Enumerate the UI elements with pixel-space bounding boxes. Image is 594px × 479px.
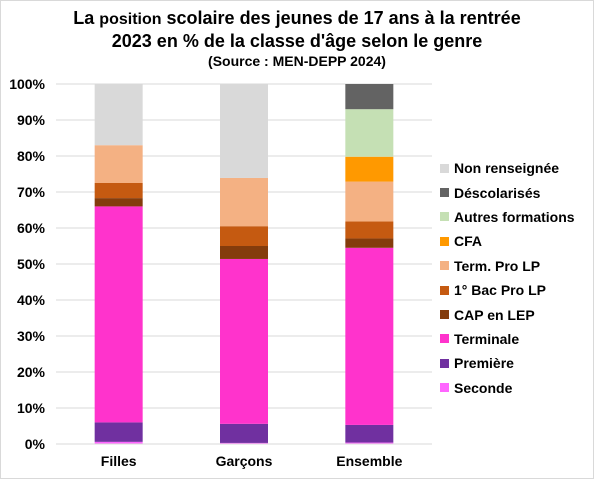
legend-label: Autres formations xyxy=(454,208,575,225)
bar-segment-terminale xyxy=(345,247,394,425)
bar-segment-non-renseign-e xyxy=(220,84,268,178)
legend-item: CAP en LEP xyxy=(440,302,590,326)
legend-swatch xyxy=(440,212,449,222)
legend-swatch xyxy=(440,236,449,246)
chart-source: (Source : MEN-DEPP 2024) xyxy=(208,53,386,69)
bar-segment-seconde xyxy=(220,442,268,444)
legend-swatch xyxy=(440,310,449,320)
bar-segment-1-bac-pro-lp xyxy=(94,183,143,199)
bar-segment-term-pro-lp xyxy=(220,177,268,227)
y-tick-label: 30% xyxy=(17,328,46,344)
legend-swatch xyxy=(440,334,449,344)
legend-swatch xyxy=(440,163,449,173)
legend-item: Seconde xyxy=(440,376,590,400)
legend-item: Autres formations xyxy=(440,205,590,229)
bar-segment-premi-re xyxy=(94,422,143,442)
legend-item: Première xyxy=(440,351,590,375)
legend-item: Déscolarisés xyxy=(440,180,590,204)
legend-label: CFA xyxy=(454,233,482,250)
bar-segment-terminale xyxy=(220,258,268,424)
x-tick-label: Filles xyxy=(101,453,137,469)
bar-segment-premi-re xyxy=(345,424,394,443)
y-tick-label: 70% xyxy=(17,184,46,200)
bar-segment-terminale xyxy=(94,206,143,423)
legend-swatch xyxy=(440,358,449,368)
bar-segment-premi-re xyxy=(220,423,268,443)
bar-segment-term-pro-lp xyxy=(345,181,394,222)
legend-item: Term. Pro LP xyxy=(440,254,590,278)
bar-segment-non-renseign-e xyxy=(94,84,143,146)
bar-segment-cap-en-lep xyxy=(220,246,268,259)
y-tick-label: 0% xyxy=(25,436,46,452)
x-tick-label: Garçons xyxy=(216,453,273,469)
legend-swatch xyxy=(440,188,449,198)
legend-item: 1° Bac Pro LP xyxy=(440,278,590,302)
bar-segment-cap-en-lep xyxy=(94,198,143,207)
chart-title-line1: La position scolaire des jeunes de 17 an… xyxy=(73,8,521,28)
x-tick-label: Ensemble xyxy=(336,453,402,469)
y-tick-label: 100% xyxy=(9,76,45,92)
y-tick-label: 50% xyxy=(17,256,46,272)
bar-segment-1-bac-pro-lp xyxy=(220,226,268,246)
bar-segment-cfa xyxy=(345,156,394,182)
legend-swatch xyxy=(440,383,449,393)
y-tick-label: 90% xyxy=(17,112,46,128)
y-tick-label: 40% xyxy=(17,292,46,308)
legend-label: Seconde xyxy=(454,379,513,396)
legend-label: Terminale xyxy=(454,330,520,347)
legend-swatch xyxy=(440,285,449,295)
bar-segment-d-scolaris-s xyxy=(345,84,394,110)
chart-title-line2: 2023 en % de la classe d'âge selon le ge… xyxy=(111,31,483,51)
bar-segment-1-bac-pro-lp xyxy=(345,221,394,239)
bar-segment-cap-en-lep xyxy=(345,238,394,248)
y-tick-label: 60% xyxy=(17,220,46,236)
legend-label: Première xyxy=(454,355,514,372)
y-tick-label: 20% xyxy=(17,364,46,380)
legend-label: Non renseignée xyxy=(454,160,560,177)
legend-label: Déscolarisés xyxy=(454,184,541,201)
bar-segment-seconde xyxy=(345,442,394,444)
legend-item: Non renseignée xyxy=(440,156,590,180)
legend-item: Terminale xyxy=(440,327,590,351)
legend-label: 1° Bac Pro LP xyxy=(454,282,546,299)
bar-segment-term-pro-lp xyxy=(94,145,143,183)
legend-swatch xyxy=(440,261,449,271)
legend-label: CAP en LEP xyxy=(454,306,535,323)
y-tick-label: 80% xyxy=(17,148,46,164)
y-tick-label: 10% xyxy=(17,400,46,416)
legend-label: Term. Pro LP xyxy=(454,257,541,274)
legend-item: CFA xyxy=(440,229,590,253)
bar-segment-seconde xyxy=(94,441,143,444)
chart-legend: Non renseignée Déscolarisés Autres formati… xyxy=(440,156,590,400)
bar-segment-autres-formations xyxy=(345,109,394,157)
